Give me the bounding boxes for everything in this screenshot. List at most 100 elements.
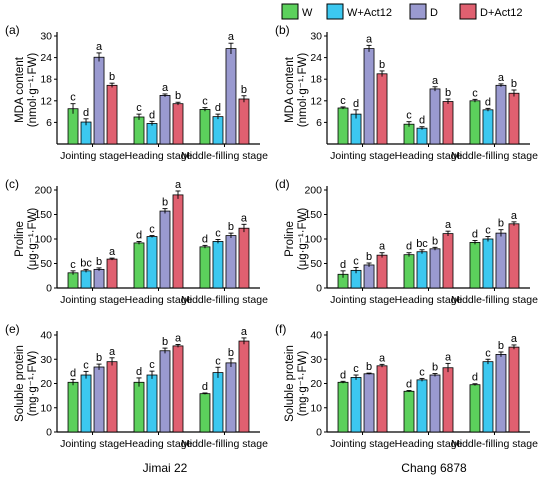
x-category-label: Middle-filling stage — [181, 150, 268, 162]
significance-letter: d — [406, 241, 412, 253]
bar — [350, 377, 362, 433]
bar — [146, 374, 158, 433]
significance-letter: b — [109, 71, 115, 83]
legend-label-2: D — [430, 7, 438, 19]
bar — [429, 374, 441, 433]
significance-letter: b — [432, 362, 438, 374]
bar — [350, 113, 362, 145]
legend-label-1: W+Act12 — [347, 7, 392, 19]
panel-letter: (d) — [275, 177, 290, 191]
x-category-label: Heading stage — [125, 294, 193, 306]
bar — [212, 241, 224, 289]
bar — [416, 379, 428, 433]
bar — [80, 374, 92, 433]
x-category-label: Heading stage — [125, 150, 193, 162]
bar — [403, 254, 415, 289]
y-axis-unit: (mg·g⁻¹·FW) — [297, 351, 309, 417]
significance-letter: b — [241, 84, 247, 96]
significance-letter: b — [445, 87, 451, 99]
y-tick-label: 20 — [310, 378, 322, 390]
significance-letter: c — [70, 92, 76, 104]
significance-letter: a — [175, 332, 182, 344]
bar — [403, 123, 415, 145]
bar — [508, 346, 520, 433]
significance-letter: d — [419, 115, 425, 127]
significance-letter: a — [379, 241, 386, 253]
significance-letter: b — [228, 221, 234, 233]
y-tick-label: 18 — [310, 74, 322, 86]
y-tick-label: 200 — [304, 185, 322, 197]
y-tick-label: 12 — [310, 95, 322, 107]
y-tick-label: 150 — [304, 209, 322, 221]
significance-letter: d — [353, 98, 359, 110]
significance-letter: a — [445, 219, 452, 231]
bar — [212, 372, 224, 433]
significance-letter: d — [70, 367, 76, 379]
bar — [225, 48, 237, 145]
significance-letter: c — [83, 359, 89, 371]
bar — [363, 264, 375, 289]
x-category-label: Jointing stage — [330, 150, 395, 162]
legend-swatch-3 — [459, 3, 477, 20]
y-axis-unit: (mg·g⁻¹·FW) — [27, 351, 39, 417]
significance-letter: c — [406, 110, 412, 122]
bar — [495, 232, 507, 289]
bar — [376, 365, 388, 433]
bar — [80, 270, 92, 289]
significance-letter: c — [419, 366, 425, 378]
significance-letter: b — [162, 336, 168, 348]
panel-letter: (c) — [5, 177, 19, 191]
significance-letter: d — [83, 107, 89, 119]
y-tick-label: 30 — [310, 354, 322, 366]
significance-letter: a — [162, 82, 169, 94]
bar — [225, 235, 237, 289]
cultivar-label-jimai: Jimai 22 — [143, 461, 188, 475]
bar — [363, 373, 375, 433]
y-tick-label: 0 — [316, 427, 322, 439]
significance-letter: d — [472, 372, 478, 384]
significance-letter: a — [379, 352, 386, 364]
bar — [133, 242, 145, 289]
bar — [416, 251, 428, 289]
bar — [106, 361, 118, 433]
y-tick-label: 24 — [310, 52, 322, 64]
y-axis-unit: (nmol·g⁻¹·FW) — [297, 53, 309, 128]
significance-letter: d — [215, 102, 221, 114]
bar — [238, 98, 250, 145]
bar — [238, 340, 250, 433]
y-tick-label: 24 — [40, 52, 52, 64]
bar — [67, 381, 79, 433]
y-axis-unit: (μg·g⁻¹·FW) — [27, 208, 39, 271]
significance-letter: b — [175, 90, 181, 102]
x-category-label: Heading stage — [395, 294, 463, 306]
y-axis-label: Soluble protein — [284, 345, 296, 422]
x-category-label: Middle-filling stage — [451, 438, 538, 450]
bar — [133, 116, 145, 145]
bar — [172, 103, 184, 145]
significance-letter: b — [498, 218, 504, 230]
bar — [442, 367, 454, 433]
x-category-label: Middle-filling stage — [181, 294, 268, 306]
bar — [159, 210, 171, 289]
significance-letter: a — [445, 351, 452, 363]
bar — [469, 384, 481, 433]
significance-letter: d — [202, 381, 208, 393]
significance-letter: c — [353, 255, 359, 267]
significance-letter: c — [202, 96, 208, 108]
significance-letter: a — [432, 75, 439, 87]
y-tick-label: 10 — [40, 402, 52, 414]
panel-0: (a)MDA content (nmol·g⁻¹·FW) 612182430cdab… — [5, 23, 268, 162]
bar — [212, 116, 224, 145]
y-tick-label: 30 — [310, 31, 322, 43]
bar — [429, 248, 441, 289]
y-tick-label: 30 — [40, 31, 52, 43]
significance-letter: c — [485, 225, 491, 237]
y-tick-label: 0 — [46, 283, 52, 295]
significance-letter: b — [432, 235, 438, 247]
y-tick-label: 40 — [310, 330, 322, 342]
significance-letter: c — [149, 224, 155, 236]
legend-label-3: D+Act12 — [480, 7, 523, 19]
significance-letter: a — [366, 33, 373, 45]
y-tick-label: 6 — [316, 117, 322, 129]
bar — [67, 108, 79, 145]
